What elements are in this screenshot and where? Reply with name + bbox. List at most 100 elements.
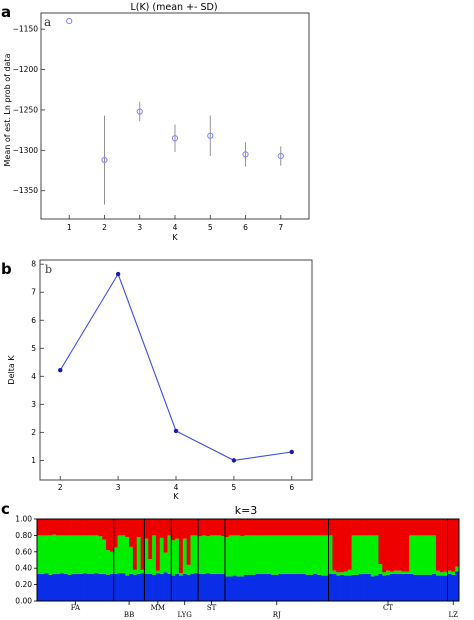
bar-segment-cluster-3 xyxy=(182,519,187,539)
bar-segment-cluster-2 xyxy=(228,535,234,577)
bar-segment-cluster-2 xyxy=(71,535,76,574)
bar-segment-cluster-2 xyxy=(405,571,410,574)
panel-b-y-axis: 1 2 3 4 5 6 7 8 xyxy=(31,260,44,465)
panel-c: c k=3 1.00 0.80 0.60 0.40 0.20 0.00 FA BB MM LYG… xyxy=(1,500,460,619)
population-label: RJ xyxy=(273,611,281,619)
y-tick-label: 3 xyxy=(31,400,36,409)
bar-segment-cluster-3 xyxy=(178,519,184,574)
bar-segment-cluster-3 xyxy=(424,519,429,536)
bar-segment-cluster-3 xyxy=(420,519,425,536)
bar-segment-cluster-2 xyxy=(224,537,230,577)
panel-b-x-axis: 2 3 4 5 6 xyxy=(58,476,294,492)
bar-segment-cluster-2 xyxy=(340,572,345,575)
y-tick-label: −1250 xyxy=(13,105,39,114)
y-tick-label: −1200 xyxy=(13,65,39,74)
bar-segment-cluster-1 xyxy=(286,573,291,601)
bar-segment-cluster-1 xyxy=(447,573,452,601)
bar-segment-cluster-2 xyxy=(305,535,310,575)
x-tick-label: 6 xyxy=(243,223,248,232)
bar-segment-cluster-3 xyxy=(278,519,283,536)
bar-segment-cluster-1 xyxy=(60,573,65,601)
bar-segment-cluster-3 xyxy=(294,519,299,536)
bar-segment-cluster-1 xyxy=(259,573,264,601)
panel-c-title: k=3 xyxy=(235,504,258,517)
bar-segment-cluster-1 xyxy=(205,573,210,601)
bar-segment-cluster-1 xyxy=(267,573,272,601)
bar-segment-cluster-3 xyxy=(382,519,387,573)
bar-segment-cluster-2 xyxy=(355,535,360,575)
bar-segment-cluster-1 xyxy=(328,573,333,601)
bar-segment-cluster-3 xyxy=(236,519,241,536)
bar-segment-cluster-1 xyxy=(263,573,268,601)
bar-segment-cluster-3 xyxy=(79,519,84,536)
bar-segment-cluster-3 xyxy=(71,519,76,536)
panel-a-frame xyxy=(40,12,310,220)
x-tick-label: 3 xyxy=(116,483,121,492)
bar-segment-cluster-1 xyxy=(324,575,329,601)
bar-segment-cluster-3 xyxy=(320,519,326,536)
bar-segment-cluster-3 xyxy=(447,519,452,571)
bar-segment-cluster-1 xyxy=(167,573,172,601)
bar-segment-cluster-3 xyxy=(393,519,398,571)
bar-segment-cluster-1 xyxy=(106,574,111,601)
bar-segment-cluster-3 xyxy=(224,519,230,538)
bar-segment-cluster-3 xyxy=(240,519,245,537)
bar-segment-cluster-2 xyxy=(447,570,452,574)
data-point xyxy=(173,428,179,434)
bar-segment-cluster-3 xyxy=(228,519,234,536)
bar-segment-cluster-2 xyxy=(416,535,421,575)
bar-segment-cluster-3 xyxy=(432,519,437,536)
bar-segment-cluster-1 xyxy=(37,573,42,601)
bar-segment-cluster-2 xyxy=(98,536,103,574)
bar-segment-cluster-1 xyxy=(209,573,214,601)
bar-segment-cluster-2 xyxy=(144,538,149,574)
bar-segment-cluster-3 xyxy=(248,519,253,536)
bar-segment-cluster-3 xyxy=(98,519,103,537)
bar-segment-cluster-2 xyxy=(412,535,418,575)
bar-segment-cluster-1 xyxy=(271,574,276,601)
bar-segment-cluster-3 xyxy=(159,519,164,538)
data-point xyxy=(289,449,294,455)
bar-segment-cluster-3 xyxy=(60,519,65,536)
bar-segment-cluster-2 xyxy=(294,535,299,574)
bar-segment-cluster-2 xyxy=(79,535,84,574)
bar-segment-cluster-2 xyxy=(435,570,441,576)
bar-segment-cluster-3 xyxy=(340,519,345,573)
bar-segment-cluster-3 xyxy=(205,519,210,537)
data-point xyxy=(171,135,179,142)
bar-segment-cluster-2 xyxy=(86,535,92,574)
bar-segment-cluster-3 xyxy=(67,519,72,536)
bar-segment-cluster-1 xyxy=(40,573,46,601)
bar-segment-cluster-3 xyxy=(428,519,433,536)
y-tick-label: −1350 xyxy=(13,186,39,195)
bar-segment-cluster-3 xyxy=(290,519,295,536)
bar-segment-cluster-2 xyxy=(102,539,107,574)
bar-segment-cluster-1 xyxy=(290,573,295,601)
bar-segment-cluster-1 xyxy=(355,574,360,601)
bar-segment-cluster-1 xyxy=(113,573,118,601)
population-label: FA xyxy=(71,604,81,612)
bar-segment-cluster-3 xyxy=(355,519,360,536)
panel-c-bars xyxy=(37,519,460,601)
bar-segment-cluster-2 xyxy=(94,535,99,574)
bar-segment-cluster-2 xyxy=(382,572,387,576)
bar-segment-cluster-2 xyxy=(159,537,164,574)
bar-segment-cluster-3 xyxy=(132,519,138,570)
bar-segment-cluster-1 xyxy=(155,573,161,601)
bar-segment-cluster-3 xyxy=(305,519,310,536)
bar-segment-cluster-3 xyxy=(251,519,257,536)
bar-segment-cluster-1 xyxy=(435,575,441,601)
bar-segment-cluster-3 xyxy=(274,519,280,536)
bar-segment-cluster-3 xyxy=(386,519,391,571)
bar-segment-cluster-1 xyxy=(182,573,187,601)
bar-segment-cluster-3 xyxy=(221,519,226,537)
bar-segment-cluster-3 xyxy=(389,519,395,572)
x-tick-label: 4 xyxy=(174,483,179,492)
bar-segment-cluster-1 xyxy=(343,575,349,601)
bar-segment-cluster-1 xyxy=(409,573,414,601)
bar-segment-cluster-1 xyxy=(397,573,402,601)
x-tick-label: 5 xyxy=(208,223,213,232)
panel-b: b b 2 3 4 5 6 1 2 3 4 5 6 7 8 K Delta K xyxy=(1,259,313,501)
bar-segment-cluster-2 xyxy=(389,571,395,574)
